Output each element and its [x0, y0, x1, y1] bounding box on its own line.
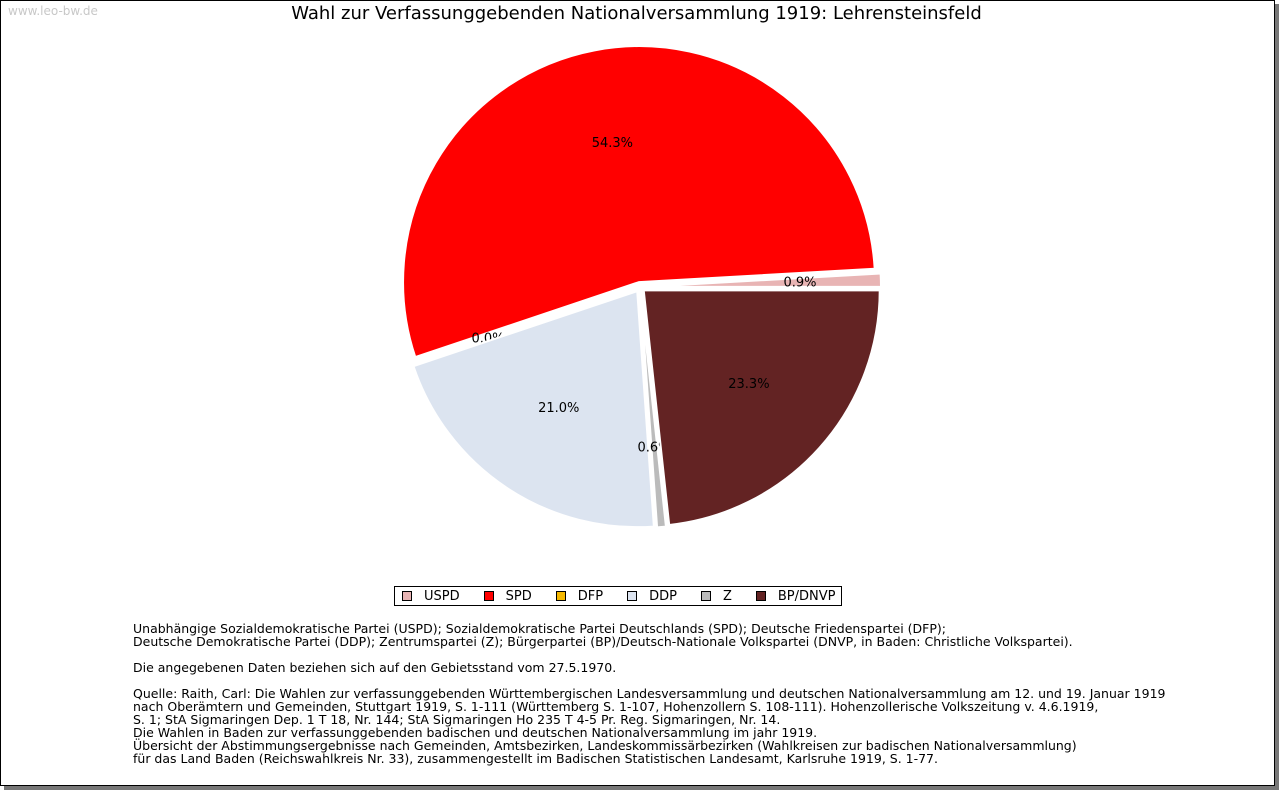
legend-item-ddp: DDP [627, 589, 677, 604]
notes-source-line-4: Die Wahlen in Baden zur verfassunggebend… [133, 725, 818, 740]
pie-label-ddp: 21.0% [538, 401, 579, 416]
legend-item-dfp: DFP [555, 588, 604, 604]
notes-source-line-1: Quelle: Raith, Carl: Die Wahlen zur verf… [133, 686, 1166, 701]
watermark: www.leo-bw.de [8, 4, 98, 18]
legend-swatch-dfp [555, 591, 566, 601]
legend-item-bp-dnvp: BP/DNVP [755, 588, 836, 604]
notes-parties-line-2: Deutsche Demokratische Partei (DDP); Zen… [133, 634, 1073, 649]
pie-slice-ddp [412, 289, 655, 529]
legend-swatch-bp-dnvp [755, 591, 766, 601]
legend-item-z: Z [700, 588, 732, 604]
notes-source-line-5: Übersicht der Abstimmungsergebnisse nach… [133, 738, 1077, 753]
legend-label-ddp: DDP [649, 588, 677, 604]
pie-slice-bp-dnvp [642, 289, 881, 527]
notes-source-line-2: nach Oberämtern und Gemeinden, Stuttgart… [133, 699, 1099, 714]
pie-slice-z [639, 291, 668, 529]
legend-swatch-uspd [402, 591, 412, 601]
notes-source-line-3: S. 1; StA Sigmaringen Dep. 1 T 18, Nr. 1… [133, 712, 781, 727]
legend-item-uspd: USPD [402, 589, 460, 604]
legend-label-uspd: USPD [424, 588, 460, 604]
notes-parties-line-1: Unabhängige Sozialdemokratische Partei (… [133, 621, 946, 636]
notes-territory: Die angegebenen Daten beziehen sich auf … [133, 660, 617, 675]
legend-swatch-ddp [627, 591, 638, 601]
pie-label-bp-dnvp: 23.3% [728, 377, 769, 392]
pie-label-spd: 54.3% [592, 136, 633, 151]
legend-item-spd: SPD [483, 588, 532, 604]
legend-swatch-spd [483, 591, 494, 601]
chart-title: Wahl zur Verfassunggebenden Nationalvers… [291, 3, 982, 24]
legend-label-bp-dnvp: BP/DNVP [777, 588, 836, 604]
notes-source-line-6: für das Land Baden (Reichswahlkreis Nr. … [133, 751, 938, 766]
legend-swatch-z [700, 591, 711, 601]
pie-slice-uspd [644, 272, 882, 288]
pie-label-uspd: 0.9% [783, 276, 816, 291]
legend: USPD SPD DFP DDP Z BP/DNVP [394, 586, 843, 606]
legend-label-dfp: DFP [577, 588, 604, 604]
legend-label-z: Z [722, 588, 732, 604]
legend-label-spd: SPD [505, 588, 532, 604]
notes: Unabhängige Sozialdemokratische Partei (… [133, 622, 1233, 765]
pie-slice-spd [402, 45, 876, 359]
